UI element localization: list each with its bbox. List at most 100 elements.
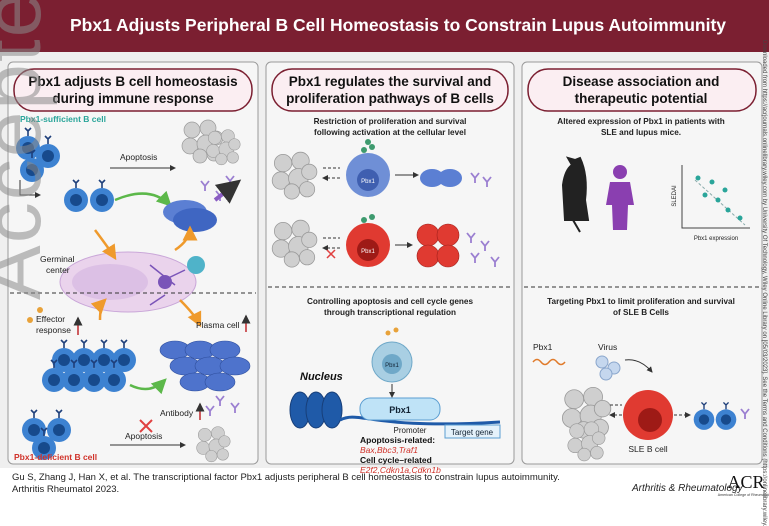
shape — [219, 356, 251, 376]
shape — [90, 298, 107, 321]
shape — [13, 68, 253, 112]
shape — [527, 68, 757, 112]
target-label: Target gene — [451, 428, 494, 437]
shape — [129, 378, 167, 395]
shape — [361, 214, 375, 223]
shape — [159, 340, 251, 392]
shape — [385, 330, 391, 336]
shape — [19, 180, 41, 198]
gene-list: Bax,Bbc3,Traf1 — [360, 445, 418, 455]
shape — [174, 225, 198, 252]
shape — [420, 169, 444, 187]
shape — [93, 229, 117, 261]
citation: Arthritis Rheumatol 2023. — [12, 484, 119, 495]
axis-label: Pbx1 expression — [694, 236, 738, 242]
section-text: Controlling apoptosis and cell cycle gen… — [307, 297, 474, 306]
shape — [361, 139, 375, 153]
shape — [416, 223, 460, 268]
watermark: Accepted Article — [0, 0, 58, 300]
shape — [613, 165, 627, 179]
panel-title: during immune response — [52, 91, 214, 106]
section-text: of SLE B Cells — [613, 308, 669, 317]
gene-list: E2f2,Cdkn1a,Cdkn1b — [360, 465, 441, 475]
shape — [173, 208, 217, 232]
shape — [416, 244, 440, 268]
label: Pbx1-sufficient B cell — [20, 114, 106, 124]
shape — [361, 147, 367, 153]
shape — [369, 214, 375, 220]
shape — [695, 175, 701, 181]
panel-title: Pbx1 regulates the survival and — [289, 74, 492, 89]
shape — [695, 175, 743, 221]
label: response — [36, 325, 71, 335]
shape — [382, 354, 402, 374]
gene-group: Apoptosis-related: — [360, 435, 435, 445]
shape — [385, 327, 399, 336]
shape — [37, 307, 43, 313]
promoter-label: Promoter — [394, 426, 427, 435]
section-text: following activation at the cellular lev… — [314, 128, 466, 137]
shape — [179, 299, 202, 328]
section-text: Restriction of proliferation and surviva… — [314, 117, 467, 126]
label: Apoptosis — [120, 152, 157, 162]
panel-title: therapeutic potential — [575, 91, 708, 106]
shape — [204, 372, 236, 392]
label: center — [46, 265, 70, 275]
shape — [326, 249, 336, 259]
shape — [595, 355, 609, 369]
cell-label: SLE B cell — [628, 444, 667, 454]
section-text: Targeting Pbx1 to limit proliferation an… — [547, 297, 735, 306]
shape — [561, 156, 590, 233]
shape — [209, 340, 241, 360]
shape — [359, 397, 441, 421]
shape — [323, 167, 340, 178]
shape — [444, 424, 501, 439]
shape — [114, 190, 172, 207]
shape — [393, 327, 399, 333]
shape — [416, 223, 440, 247]
section-text: through transcriptional regulation — [324, 308, 456, 317]
shape — [715, 197, 721, 203]
label: Pbx1-deficient B cell — [14, 452, 97, 462]
shape — [369, 144, 375, 150]
shape — [436, 244, 460, 268]
label: Effector — [36, 314, 65, 324]
shape — [323, 237, 340, 248]
panel-title: Pbx1 adjusts B cell homeostasis — [28, 74, 237, 89]
shape — [722, 187, 728, 193]
axis-label: SLEDAI — [672, 185, 678, 207]
shape — [681, 165, 750, 229]
virus-label: Virus — [598, 342, 617, 352]
shape — [436, 223, 460, 247]
shape — [27, 317, 33, 323]
label: Antibody — [160, 408, 194, 418]
nucleus-label: Nucleus — [300, 371, 343, 383]
shape — [72, 264, 148, 300]
shape — [638, 408, 662, 432]
shape — [265, 61, 515, 465]
shape — [599, 367, 613, 381]
shape — [725, 207, 731, 213]
shape — [595, 355, 621, 381]
label: Germinal — [40, 254, 75, 264]
gene-label: Pbx1 — [533, 342, 553, 352]
shape — [702, 192, 708, 198]
journal: Arthritis & Rheumatology — [631, 483, 744, 494]
shape — [438, 169, 462, 187]
shape — [624, 359, 653, 373]
shape — [357, 169, 379, 191]
shape — [357, 239, 379, 261]
label: Apoptosis — [125, 431, 162, 441]
shape — [737, 215, 743, 221]
shape — [532, 358, 566, 366]
shape — [213, 179, 242, 204]
logo: ACR — [727, 472, 764, 492]
citation: Gu S, Zhang J, Han X, et al. The transcr… — [12, 472, 560, 483]
label: Plasma cell — [196, 320, 240, 330]
shape — [158, 275, 172, 289]
shape — [694, 179, 746, 226]
shape — [365, 139, 371, 145]
shape — [139, 419, 153, 433]
header-title: Pbx1 Adjusts Peripheral B Cell Homeostas… — [70, 15, 726, 35]
